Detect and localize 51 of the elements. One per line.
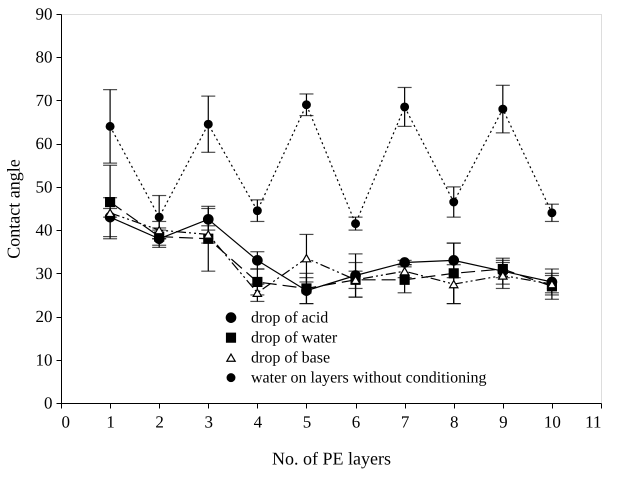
y-tick-label: 20 xyxy=(36,307,52,326)
point xyxy=(252,276,262,288)
point xyxy=(448,255,460,266)
x-tick-label: 1 xyxy=(106,412,115,432)
y-tick-label: 50 xyxy=(36,177,52,196)
point xyxy=(302,100,311,110)
legend-label: water on layers without conditioning xyxy=(251,370,487,387)
y-axis-title: Contact angle xyxy=(4,159,24,259)
point xyxy=(400,102,410,112)
x-tick-label: 8 xyxy=(450,412,458,432)
x-tick-label: 3 xyxy=(204,412,214,432)
x-tick-label: 6 xyxy=(352,412,360,432)
x-tick-label: 4 xyxy=(254,412,263,432)
point xyxy=(252,255,263,266)
point xyxy=(154,212,164,222)
point xyxy=(547,208,556,218)
point xyxy=(252,288,262,298)
y-tick-label: 60 xyxy=(36,134,52,154)
point xyxy=(400,274,410,285)
point xyxy=(105,196,116,208)
x-tick-label: 0 xyxy=(62,412,70,432)
x-tick-label: 5 xyxy=(302,412,312,432)
legend-label: drop of water xyxy=(251,330,338,347)
point xyxy=(302,254,312,262)
point xyxy=(202,214,214,225)
x-tick-label: 7 xyxy=(400,412,410,432)
point xyxy=(448,280,459,288)
point xyxy=(399,257,410,268)
point xyxy=(449,198,458,206)
point xyxy=(204,120,213,129)
point xyxy=(351,219,360,228)
point xyxy=(252,206,262,216)
point xyxy=(106,122,115,131)
y-tick-label: 40 xyxy=(36,220,52,240)
legend-label: drop of acid xyxy=(251,310,328,327)
point xyxy=(400,266,410,276)
legend-label: drop of base xyxy=(251,350,330,367)
y-tick-label: 70 xyxy=(36,90,52,110)
y-tick-label: 90 xyxy=(36,4,52,24)
x-tick-label: 2 xyxy=(155,412,164,432)
x-axis-title: No. of PE layers xyxy=(272,448,391,468)
x-tick-label: 11 xyxy=(585,412,602,432)
y-tick-label: 0 xyxy=(44,394,52,412)
point xyxy=(498,104,508,114)
y-tick-label: 10 xyxy=(36,350,52,370)
y-tick-label: 30 xyxy=(36,264,52,283)
x-tick-label: 10 xyxy=(544,412,561,432)
point xyxy=(448,268,459,278)
y-tick-label: 80 xyxy=(36,48,52,67)
x-tick-label: 9 xyxy=(499,412,508,432)
point xyxy=(154,226,164,234)
